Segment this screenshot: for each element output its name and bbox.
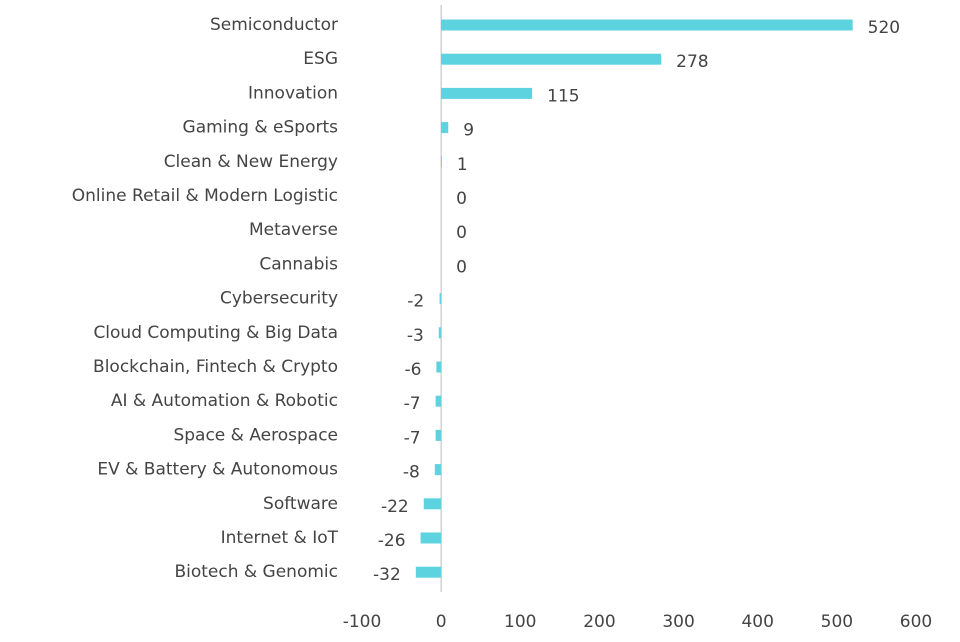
value-label: 278: [676, 52, 708, 72]
bar: [423, 498, 442, 510]
y-tick-label: Software: [263, 494, 338, 514]
x-tick-label: 500: [821, 612, 853, 632]
value-label: -6: [404, 360, 421, 380]
y-tick-label: Cannabis: [259, 254, 338, 274]
value-label: 0: [456, 189, 467, 209]
bar: [441, 19, 853, 31]
bar: [441, 122, 449, 134]
value-label: -8: [403, 463, 420, 483]
value-label: 1: [457, 155, 468, 175]
value-label: -3: [407, 326, 424, 346]
bar: [420, 532, 442, 544]
bar: [441, 53, 662, 65]
bar: [441, 156, 442, 168]
bar: [415, 566, 442, 578]
y-tick-label: Internet & IoT: [221, 528, 339, 548]
bar: [441, 87, 533, 99]
y-tick-label: EV & Battery & Autonomous: [97, 460, 338, 480]
y-tick-label: Gaming & eSports: [183, 118, 339, 138]
value-label: -2: [407, 292, 424, 312]
y-tick-label: Cybersecurity: [220, 289, 338, 309]
y-tick-label: Clean & New Energy: [164, 152, 338, 172]
y-tick-label: Semiconductor: [210, 15, 338, 35]
y-tick-label: Cloud Computing & Big Data: [93, 323, 338, 343]
value-label: 9: [463, 121, 474, 141]
value-label: 0: [456, 257, 467, 277]
value-label: -26: [378, 531, 406, 551]
value-label: -7: [404, 428, 421, 448]
value-label: 0: [456, 223, 467, 243]
y-tick-label: Metaverse: [249, 220, 338, 240]
y-tick-label: Blockchain, Fintech & Crypto: [93, 357, 338, 377]
x-tick-label: 600: [900, 612, 932, 632]
bar: [438, 327, 442, 339]
y-tick-label: Online Retail & Modern Logistic: [72, 186, 338, 206]
value-label: -22: [381, 497, 409, 517]
bar: [439, 293, 442, 305]
value-label: 115: [547, 86, 579, 106]
bar: [435, 429, 442, 441]
x-tick-label: 400: [741, 612, 773, 632]
y-tick-label: AI & Automation & Robotic: [111, 391, 338, 411]
x-tick-label: -100: [343, 612, 382, 632]
y-tick-label: ESG: [303, 49, 338, 69]
x-tick-label: 0: [436, 612, 447, 632]
x-tick-label: 200: [583, 612, 615, 632]
x-tick-label: 100: [504, 612, 536, 632]
y-tick-label: Biotech & Genomic: [174, 562, 338, 582]
value-label: -32: [373, 565, 401, 585]
bar: [436, 361, 442, 373]
y-tick-label: Innovation: [248, 83, 338, 103]
value-label: 520: [868, 18, 900, 38]
bar: [435, 395, 442, 407]
x-tick-label: 300: [662, 612, 694, 632]
bar: [434, 464, 442, 476]
y-tick-label: Space & Aerospace: [173, 425, 338, 445]
value-label: -7: [404, 394, 421, 414]
